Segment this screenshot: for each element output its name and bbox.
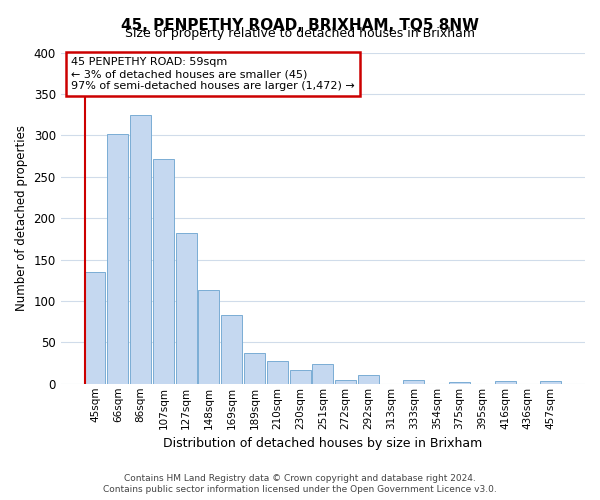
Bar <box>244 353 265 384</box>
Bar <box>449 382 470 384</box>
Text: Contains HM Land Registry data © Crown copyright and database right 2024.
Contai: Contains HM Land Registry data © Crown c… <box>103 474 497 494</box>
Bar <box>358 374 379 384</box>
Bar <box>335 380 356 384</box>
Text: Size of property relative to detached houses in Brixham: Size of property relative to detached ho… <box>125 28 475 40</box>
X-axis label: Distribution of detached houses by size in Brixham: Distribution of detached houses by size … <box>163 437 482 450</box>
Bar <box>494 382 515 384</box>
Text: 45, PENPETHY ROAD, BRIXHAM, TQ5 8NW: 45, PENPETHY ROAD, BRIXHAM, TQ5 8NW <box>121 18 479 32</box>
Bar <box>153 160 174 384</box>
Bar <box>130 114 151 384</box>
Bar <box>199 290 220 384</box>
Bar <box>267 362 288 384</box>
Bar <box>176 233 197 384</box>
Text: 45 PENPETHY ROAD: 59sqm
← 3% of detached houses are smaller (45)
97% of semi-det: 45 PENPETHY ROAD: 59sqm ← 3% of detached… <box>71 58 355 90</box>
Y-axis label: Number of detached properties: Number of detached properties <box>15 125 28 311</box>
Bar <box>540 382 561 384</box>
Bar <box>221 315 242 384</box>
Bar <box>313 364 334 384</box>
Bar <box>85 272 106 384</box>
Bar <box>403 380 424 384</box>
Bar <box>290 370 311 384</box>
Bar <box>107 134 128 384</box>
